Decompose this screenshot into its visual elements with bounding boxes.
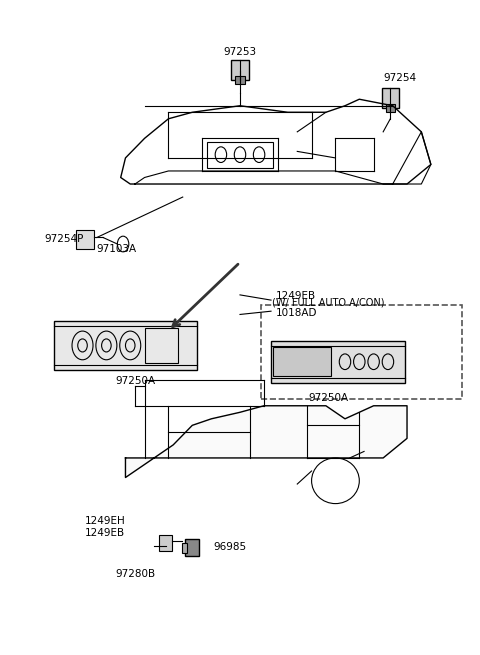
Bar xyxy=(185,540,199,556)
Text: 97254: 97254 xyxy=(383,73,416,83)
Bar xyxy=(271,341,405,383)
Bar xyxy=(76,230,95,250)
Bar xyxy=(159,535,172,552)
Text: 97280B: 97280B xyxy=(115,569,155,579)
Text: 97254P: 97254P xyxy=(44,234,84,244)
Bar xyxy=(274,347,331,377)
Text: 1249EB: 1249EB xyxy=(276,291,316,301)
Text: 1249EH: 1249EH xyxy=(85,516,126,527)
Polygon shape xyxy=(125,405,407,477)
Text: 97253: 97253 xyxy=(223,47,257,57)
Text: (W/ FULL AUTO A/CON): (W/ FULL AUTO A/CON) xyxy=(272,298,384,308)
Text: 1018AD: 1018AD xyxy=(276,308,317,318)
Text: 97103A: 97103A xyxy=(97,244,137,254)
Bar xyxy=(54,321,197,370)
Text: 97250A: 97250A xyxy=(115,377,155,386)
Bar xyxy=(144,328,178,364)
Bar xyxy=(182,543,187,553)
Bar xyxy=(231,60,249,80)
Bar xyxy=(385,104,395,112)
Text: 97250A: 97250A xyxy=(308,393,348,403)
Text: 1249EB: 1249EB xyxy=(85,527,125,538)
Text: 96985: 96985 xyxy=(214,542,247,552)
Bar xyxy=(382,88,399,107)
Bar xyxy=(206,141,274,168)
Bar xyxy=(235,77,245,84)
